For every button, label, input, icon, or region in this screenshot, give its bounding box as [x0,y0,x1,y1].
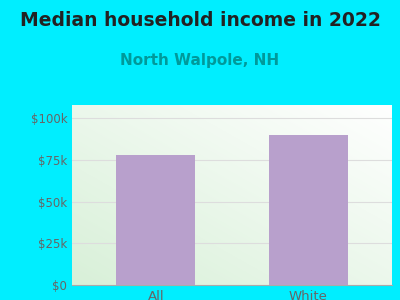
Text: North Walpole, NH: North Walpole, NH [120,52,280,68]
Bar [116,155,196,285]
Text: Median household income in 2022: Median household income in 2022 [20,11,380,31]
Bar [268,135,348,285]
